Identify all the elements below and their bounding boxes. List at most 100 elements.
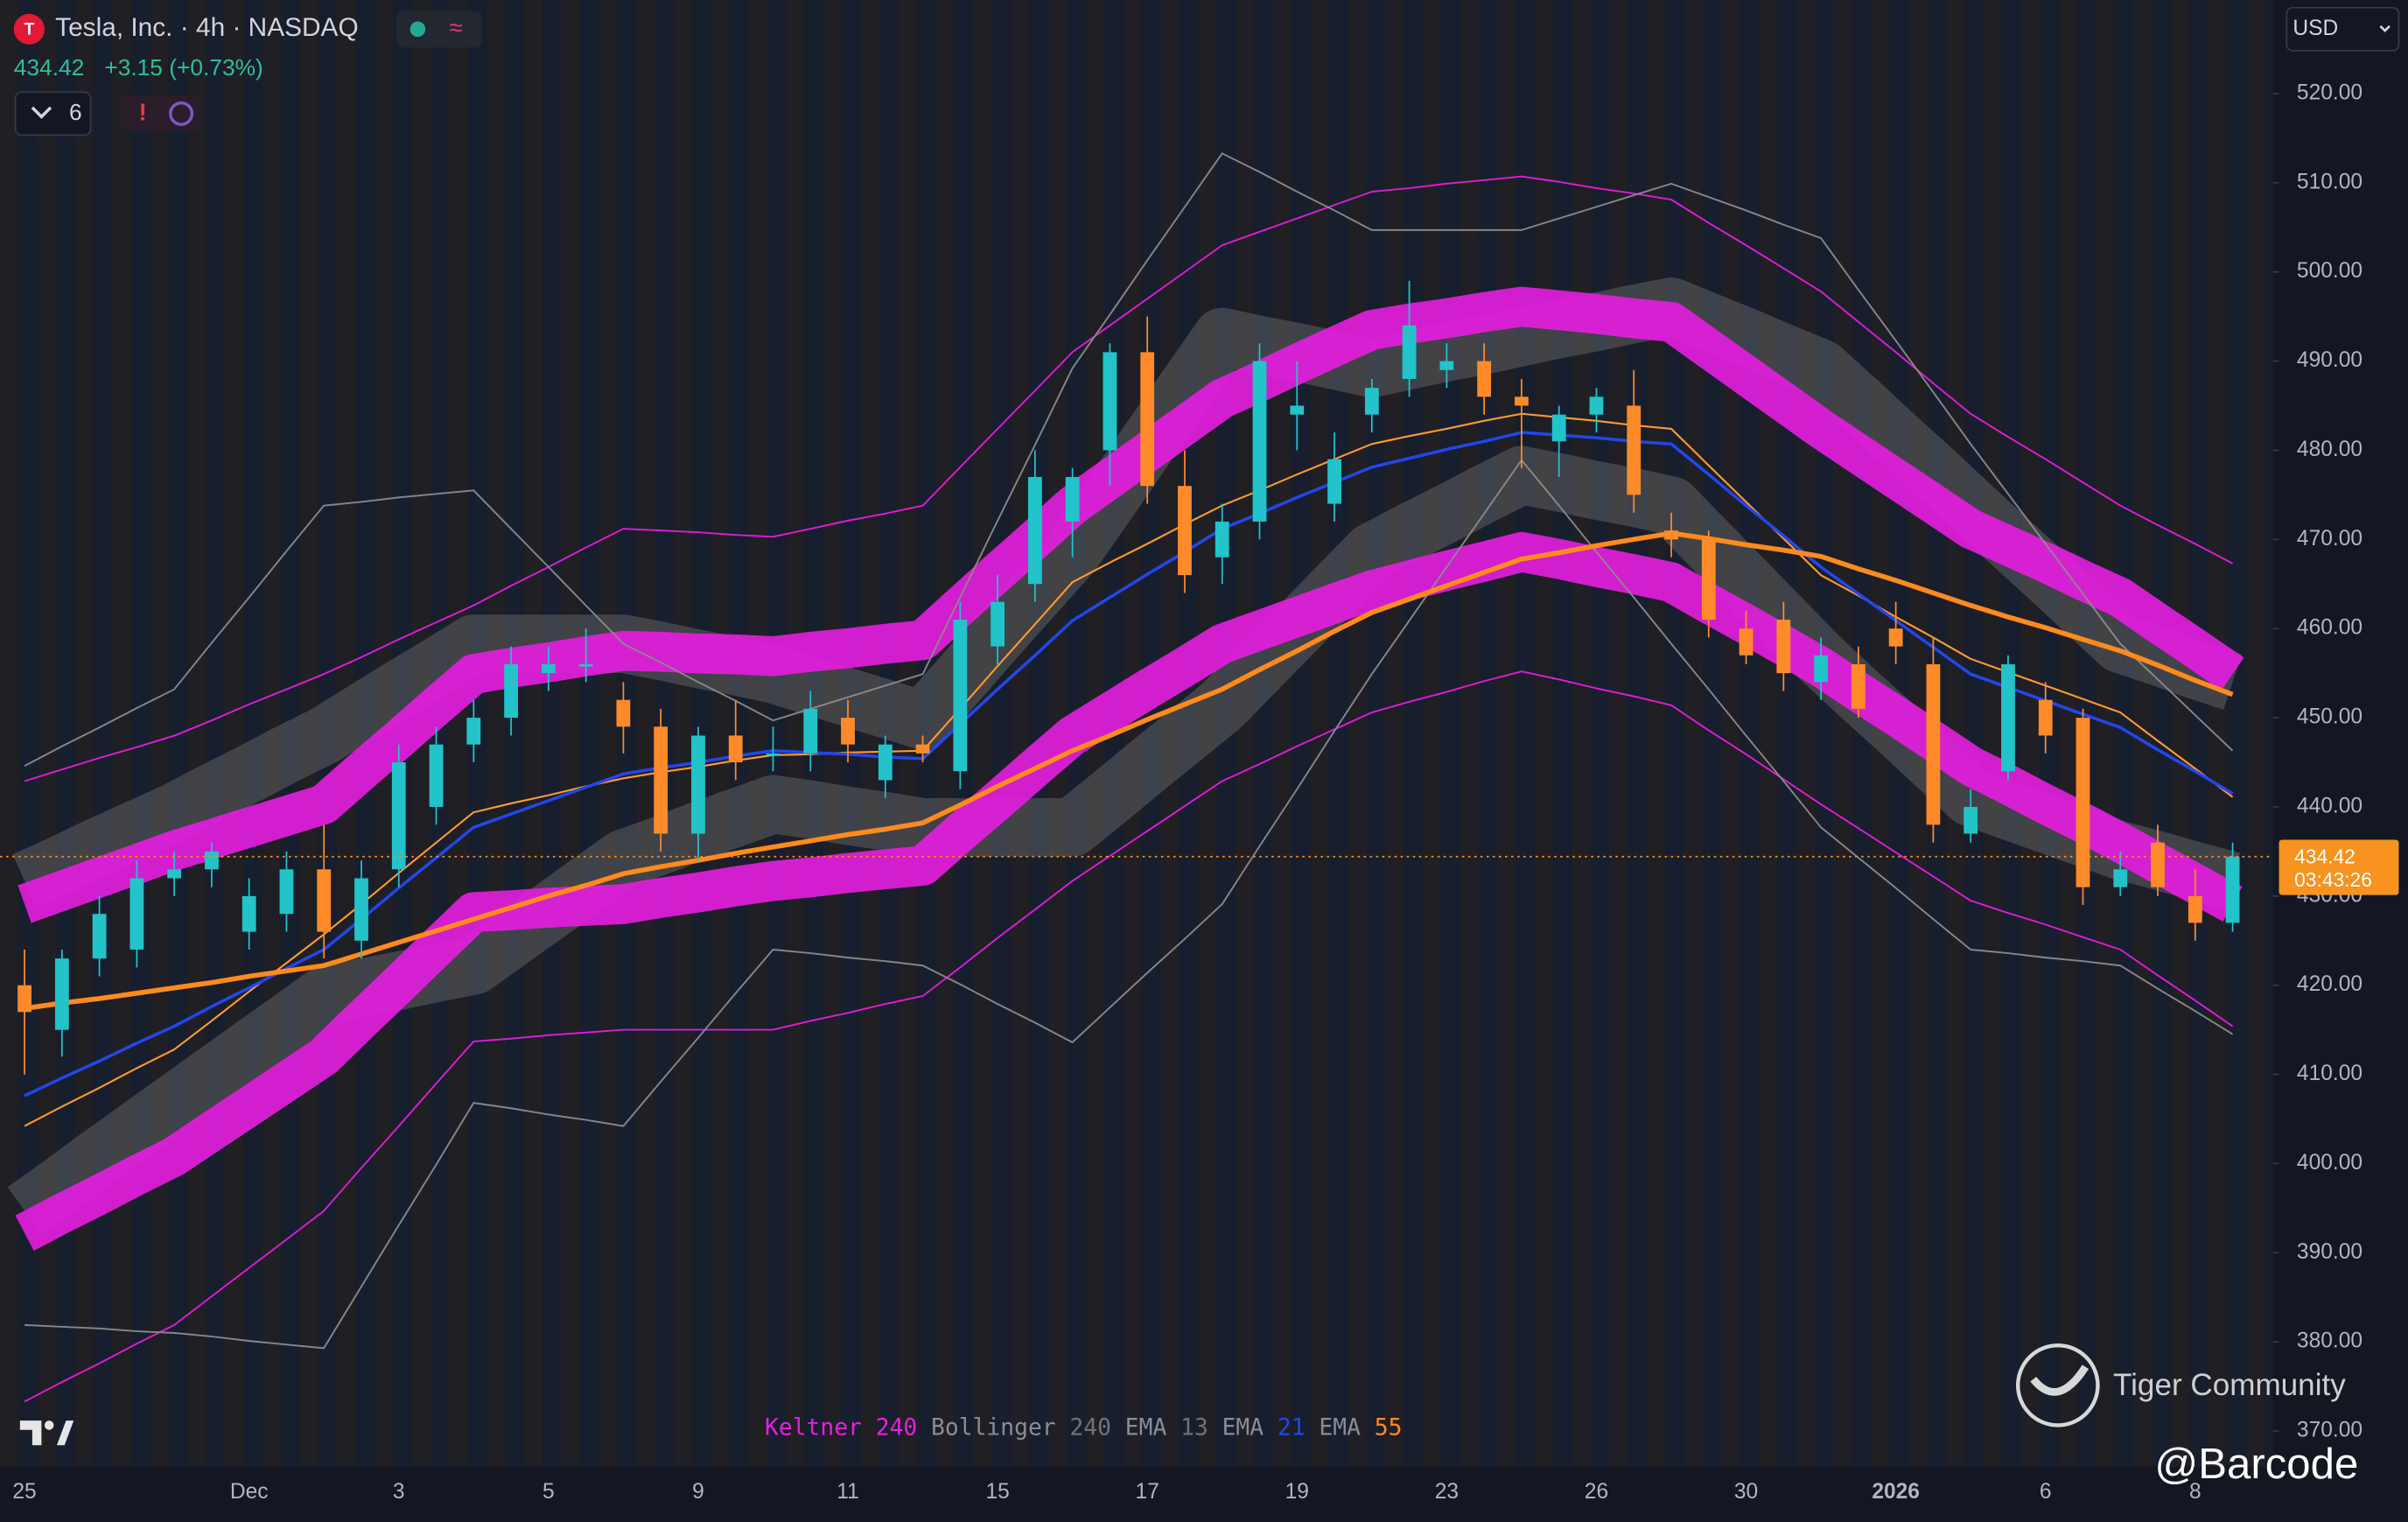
candle-body (1140, 352, 1155, 487)
brand-logo (2016, 1343, 2100, 1427)
candle-body (1551, 414, 1566, 442)
candle-body (2038, 699, 2053, 736)
session-stripe (1665, 0, 1684, 1467)
session-stripe (1721, 0, 1740, 1467)
alert-icon[interactable]: ! (139, 98, 147, 125)
x-tick-label: 6 (2040, 1480, 2052, 1504)
logo-glyph: T (24, 20, 34, 39)
session-stripe (299, 0, 318, 1467)
candle-body (2151, 842, 2165, 887)
session-stripe (1197, 0, 1217, 1467)
price-tag (2278, 839, 2399, 895)
y-tick-label: 420.00 (2297, 972, 2362, 996)
candle-body (1364, 388, 1379, 415)
status-pill (396, 11, 483, 48)
session-stripe (898, 0, 917, 1467)
sync-icon[interactable] (169, 101, 194, 126)
session-stripe (1422, 0, 1441, 1467)
y-tick-label: 380.00 (2297, 1329, 2362, 1353)
candle-body (1739, 628, 1754, 656)
candle-body (391, 762, 406, 870)
session-stripe (1815, 0, 1834, 1467)
x-tick-label: 3 (393, 1480, 405, 1504)
session-stripe (1159, 0, 1180, 1467)
candle-body (2001, 663, 2015, 772)
session-stripe (355, 0, 374, 1467)
session-stripe (1628, 0, 1647, 1467)
symbol-title: Tesla, Inc. · 4h · NASDAQ (55, 13, 358, 42)
candle-body (130, 878, 144, 950)
session-stripe (579, 0, 599, 1467)
session-stripe (1833, 0, 1853, 1467)
tv-logo-part (44, 1420, 54, 1430)
session-stripe (1253, 0, 1273, 1467)
candle-body (990, 601, 1005, 647)
legend-text: 55 (1375, 1414, 1403, 1441)
session-stripe (93, 0, 113, 1467)
market-status[interactable] (410, 21, 426, 38)
session-stripe (318, 0, 337, 1467)
candle-body (953, 620, 968, 772)
currency-button[interactable] (2286, 6, 2400, 52)
candle-body (1776, 620, 1791, 674)
session-stripe (1123, 0, 1142, 1467)
indicator-toggle[interactable] (14, 91, 92, 137)
session-stripe (449, 0, 468, 1467)
legend-text: 21 (1278, 1414, 1306, 1441)
session-stripe (598, 0, 618, 1467)
y-tick-label: 450.00 (2297, 705, 2362, 729)
session-stripe (2152, 0, 2171, 1467)
user-handle: @Barcode (2154, 1441, 2358, 1488)
candle-body (466, 718, 481, 745)
price-axis (2272, 0, 2408, 1522)
session-stripe (916, 0, 936, 1467)
data-flag[interactable]: ≈ (450, 14, 463, 41)
session-stripe (1272, 0, 1292, 1467)
session-stripe (822, 0, 843, 1467)
candle-body (429, 744, 444, 807)
session-stripe (56, 0, 75, 1467)
session-stripe (1496, 0, 1516, 1467)
candle-body (1851, 663, 1866, 709)
candle-body (578, 663, 593, 667)
candle-body (1589, 396, 1604, 415)
session-stripe (1964, 0, 1984, 1467)
session-stripe (2020, 0, 2040, 1467)
session-stripe (2245, 0, 2264, 1467)
session-stripe (748, 0, 767, 1467)
session-stripe (617, 0, 637, 1467)
candle-body (2076, 718, 2090, 887)
legend-text: 13 (1180, 1414, 1208, 1441)
y-tick-label: 520.00 (2297, 81, 2362, 104)
x-tick-label: Dec (230, 1480, 269, 1504)
session-stripe (1572, 0, 1591, 1467)
candle-body (616, 699, 631, 727)
last-price: 434.42 (14, 54, 84, 81)
candle-body (1888, 628, 1903, 647)
candle-body (1290, 405, 1305, 415)
candle-body (1477, 361, 1492, 397)
candle-body (242, 895, 256, 932)
session-stripe (1590, 0, 1610, 1467)
session-stripe (1440, 0, 1460, 1467)
candle-body (728, 735, 743, 763)
session-stripe (2096, 0, 2115, 1467)
candle-body (766, 753, 780, 756)
session-stripe (2058, 0, 2077, 1467)
session-stripe (1777, 0, 1797, 1467)
session-stripe (486, 0, 506, 1467)
session-stripe (636, 0, 655, 1467)
candle-body (654, 726, 668, 834)
session-stripe (542, 0, 562, 1467)
brand: Tiger Community (2113, 1368, 2346, 1402)
candle-body (915, 744, 930, 754)
alert-pill (119, 95, 203, 132)
session-stripe (673, 0, 693, 1467)
session-stripes (0, 0, 2264, 1467)
session-stripe (935, 0, 955, 1467)
session-stripe (1796, 0, 1816, 1467)
session-stripe (991, 0, 1011, 1467)
tv-logo-part (56, 1420, 74, 1446)
